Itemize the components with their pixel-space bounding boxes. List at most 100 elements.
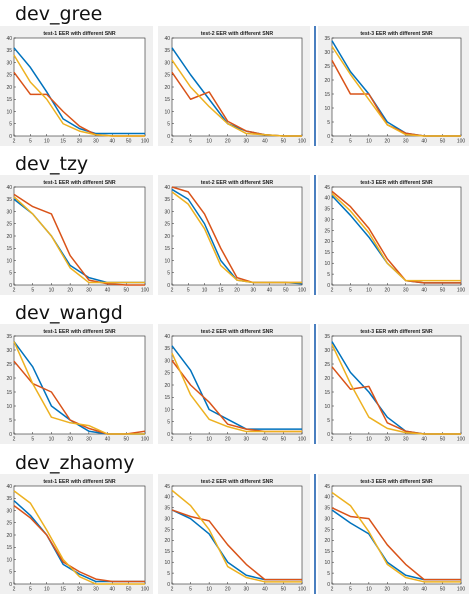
x-tick-label: 5 — [349, 288, 352, 294]
y-tick-label: 30 — [164, 516, 170, 522]
x-tick-label: 20 — [67, 288, 73, 294]
x-tick-label: 5 — [349, 139, 352, 145]
x-tick-label: 40 — [105, 288, 111, 294]
x-tick-label: 10 — [366, 139, 372, 145]
chart-title: test-1 EER with different SNR — [43, 180, 116, 186]
series-line-2 — [171, 509, 302, 581]
chart-title: test-2 EER with different SNR — [201, 180, 274, 186]
x-tick-label: 100 — [457, 437, 466, 443]
group-title-dev-tzy: dev_tzy — [15, 153, 89, 175]
x-tick-label: 2 — [13, 437, 16, 443]
x-tick-label: 100 — [457, 288, 466, 294]
y-tick-label: 20 — [164, 234, 170, 240]
y-tick-label: 20 — [6, 376, 12, 382]
y-tick-label: 20 — [164, 383, 170, 389]
y-tick-label: 0 — [167, 582, 170, 588]
chart-zhaomy-test2: test-2 EER with different SNR05101520253… — [164, 479, 307, 593]
y-tick-label: 10 — [164, 258, 170, 264]
chart-gree-test3: test-3 EER with different SNR05101520253… — [324, 31, 465, 145]
y-tick-label: 5 — [167, 271, 170, 277]
y-tick-label: 30 — [164, 209, 170, 215]
x-tick-label: 2 — [171, 437, 174, 443]
y-tick-label: 0 — [167, 134, 170, 140]
y-tick-label: 25 — [164, 527, 170, 533]
x-tick-label: 10 — [206, 139, 212, 145]
y-tick-label: 45 — [164, 484, 170, 490]
x-tick-label: 2 — [331, 587, 334, 593]
x-tick-label: 10 — [366, 288, 372, 294]
series-line-3 — [13, 490, 145, 585]
x-tick-label: 40 — [267, 288, 273, 294]
y-tick-label: 25 — [324, 64, 330, 70]
y-tick-label: 15 — [6, 390, 12, 396]
y-tick-label: 40 — [324, 196, 330, 202]
x-tick-label: 50 — [440, 437, 446, 443]
x-tick-label: 20 — [385, 288, 391, 294]
x-tick-label: 30 — [244, 139, 250, 145]
plot-area — [331, 335, 462, 435]
x-tick-label: 5 — [187, 288, 190, 294]
y-tick-label: 5 — [9, 122, 12, 128]
y-tick-label: 35 — [324, 334, 330, 340]
x-tick-label: 10 — [206, 587, 212, 593]
x-tick-label: 30 — [244, 587, 250, 593]
x-tick-label: 100 — [457, 587, 466, 593]
x-tick-label: 100 — [141, 139, 150, 145]
x-tick-label: 40 — [421, 587, 427, 593]
y-tick-label: 35 — [324, 207, 330, 213]
x-tick-label: 40 — [109, 587, 115, 593]
y-tick-label: 5 — [167, 122, 170, 128]
chart-title: test-3 EER with different SNR — [360, 329, 433, 335]
y-tick-label: 15 — [324, 390, 330, 396]
y-tick-label: 30 — [324, 50, 330, 56]
y-tick-label: 0 — [167, 432, 170, 438]
x-tick-label: 2 — [171, 139, 174, 145]
x-tick-label: 2 — [331, 288, 334, 294]
series-line-3 — [331, 491, 461, 583]
y-tick-label: 25 — [324, 527, 330, 533]
chart-panel-wangd-test1: test-1 EER with different SNR 0 5 10 15 20 25 3… — [0, 324, 153, 444]
chart-title: test-1 EER with different SNR — [43, 31, 116, 37]
y-tick-label: 25 — [6, 521, 12, 527]
x-tick-label: 50 — [281, 139, 287, 145]
plot-area — [171, 335, 303, 435]
chart-panel-zhaomy-test1: test-1 EER with different SNR 0 5 10 15 20 25 3… — [0, 474, 153, 594]
chart-panel-zhaomy-test3: test-3 EER with different SNR 0 5 10 15 20 25 3… — [318, 474, 469, 594]
y-tick-label: 10 — [6, 109, 12, 115]
x-tick-label: 40 — [421, 288, 427, 294]
y-tick-label: 20 — [6, 234, 12, 240]
x-tick-label: 20 — [67, 437, 73, 443]
series-line-3 — [13, 341, 145, 435]
panel-separator — [314, 26, 316, 146]
x-tick-label: 20 — [234, 288, 240, 294]
x-tick-label: 2 — [331, 437, 334, 443]
chart-wangd-test1: test-1 EER with different SNR05101520253… — [6, 329, 149, 443]
x-tick-label: 2 — [13, 139, 16, 145]
x-tick-label: 100 — [298, 587, 307, 593]
series-line-3 — [13, 54, 145, 137]
x-tick-label: 100 — [298, 139, 307, 145]
y-tick-label: 35 — [6, 496, 12, 502]
y-tick-label: 35 — [164, 48, 170, 54]
x-tick-label: 50 — [124, 437, 130, 443]
y-tick-label: 15 — [6, 545, 12, 551]
x-tick-label: 30 — [86, 288, 92, 294]
y-tick-label: 5 — [167, 420, 170, 426]
y-tick-label: 35 — [6, 48, 12, 54]
x-tick-label: 40 — [262, 437, 268, 443]
x-tick-label: 2 — [13, 288, 16, 294]
y-tick-label: 35 — [164, 506, 170, 512]
series-line-1 — [13, 47, 145, 135]
x-tick-label: 5 — [349, 587, 352, 593]
x-tick-label: 20 — [225, 587, 231, 593]
series-line-3 — [331, 45, 461, 137]
chart-panel-wangd-test2: test-2 EER with different SNR 0 5 10 15 20 25 3… — [158, 324, 310, 444]
chart-zhaomy-test3: test-3 EER with different SNR05101520253… — [324, 479, 466, 593]
series-line-3 — [13, 196, 145, 284]
x-tick-label: 15 — [60, 139, 66, 145]
y-tick-label: 0 — [9, 134, 12, 140]
y-tick-label: 0 — [327, 432, 330, 438]
x-tick-label: 10 — [206, 437, 212, 443]
x-tick-label: 40 — [262, 139, 268, 145]
y-tick-label: 15 — [164, 246, 170, 252]
